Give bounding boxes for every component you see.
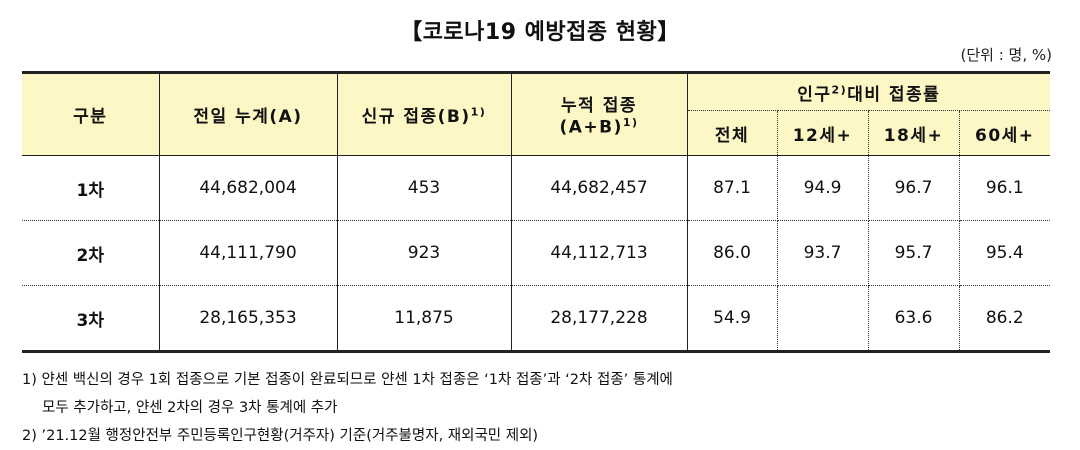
cell-cumulative: 44,682,457 — [511, 155, 688, 221]
header-rate-pre: 인구 — [797, 84, 832, 105]
header-rate-12: 12세+ — [777, 110, 869, 156]
vaccination-table: 구분 전일 누계(A) 신규 접종(B)1) 누적 접종 (A+B)1) 인구2… — [22, 71, 1051, 353]
header-rate-group: 인구2)대비 접종률 — [687, 71, 1051, 111]
cell-rate-60: 96.1 — [959, 155, 1051, 221]
footnote-2: 2) ’21.12월 행정안전부 주민등록인구현황(거주자) 기준(거주불명자,… — [22, 428, 539, 444]
cell-cumulative: 44,112,713 — [511, 220, 688, 286]
header-rate-all: 전체 — [687, 110, 778, 156]
header-category: 구분 — [22, 71, 160, 156]
table-row: 1차 44,682,004 453 44,682,457 87.1 94.9 9… — [22, 155, 1051, 221]
row-label: 2차 — [22, 220, 160, 286]
cell-rate-12: 94.9 — [777, 155, 869, 221]
cell-rate-18: 95.7 — [868, 220, 960, 286]
footnotes: 1) 얀센 백신의 경우 1회 접종으로 기본 접종이 완료되므로 얀센 1차 … — [22, 366, 1062, 450]
cell-rate-all: 54.9 — [687, 285, 778, 353]
header-new-doses-text: 신규 접종(B) — [361, 107, 471, 127]
cell-rate-18: 96.7 — [868, 155, 960, 221]
footnote-ref-2: 2) — [831, 82, 848, 96]
header-cumulative-line1: 누적 접종 — [561, 96, 637, 117]
header-rate-60: 60세+ — [959, 110, 1051, 156]
header-rate-post: 대비 접종률 — [847, 84, 941, 105]
cell-rate-all: 87.1 — [687, 155, 778, 221]
page-title: 【코로나19 예방접종 현황】 — [400, 20, 680, 45]
cell-cumulative: 28,177,228 — [511, 285, 688, 353]
footnote-ref-1: 1) — [470, 105, 487, 119]
row-label: 3차 — [22, 285, 160, 353]
cell-rate-all: 86.0 — [687, 220, 778, 286]
header-new-doses: 신규 접종(B)1) — [337, 71, 512, 156]
cell-rate-12: 93.7 — [777, 220, 869, 286]
cell-new-doses: 11,875 — [337, 285, 512, 353]
table-row: 2차 44,111,790 923 44,112,713 86.0 93.7 9… — [22, 220, 1051, 286]
cell-rate-60: 86.2 — [959, 285, 1051, 353]
unit-label: (단위 : 명, %) — [960, 46, 1052, 64]
cell-prev-total: 44,111,790 — [159, 220, 338, 286]
footnote-ref-1b: 1) — [622, 116, 639, 130]
cell-rate-12 — [777, 285, 869, 353]
cell-rate-60: 95.4 — [959, 220, 1051, 286]
header-cumulative-line2: (A+B) — [559, 117, 623, 138]
cell-new-doses: 453 — [337, 155, 512, 221]
cell-prev-total: 28,165,353 — [159, 285, 338, 353]
header-rate-18: 18세+ — [868, 110, 960, 156]
row-label: 1차 — [22, 155, 160, 221]
footnote-1: 1) 얀센 백신의 경우 1회 접종으로 기본 접종이 완료되므로 얀센 1차 … — [22, 372, 673, 388]
cell-prev-total: 44,682,004 — [159, 155, 338, 221]
footnote-1-cont: 모두 추가하고, 얀센 2차의 경우 3차 통계에 추가 — [42, 400, 338, 416]
cell-new-doses: 923 — [337, 220, 512, 286]
header-prev-total: 전일 누계(A) — [159, 71, 338, 156]
table-row: 3차 28,165,353 11,875 28,177,228 54.9 63.… — [22, 285, 1051, 353]
cell-rate-18: 63.6 — [868, 285, 960, 353]
header-cumulative: 누적 접종 (A+B)1) — [511, 71, 688, 156]
